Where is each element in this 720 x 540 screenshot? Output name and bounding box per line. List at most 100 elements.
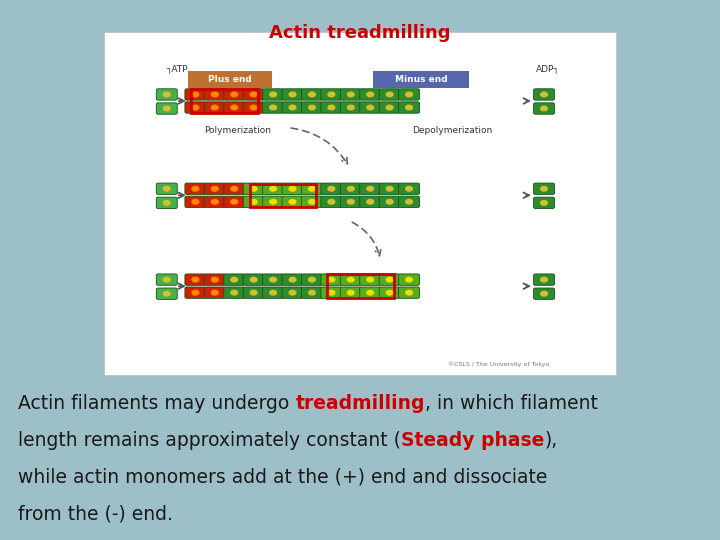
FancyBboxPatch shape [185,102,206,113]
FancyBboxPatch shape [360,183,381,194]
Circle shape [270,105,276,110]
Text: Actin treadmilling: Actin treadmilling [269,24,451,42]
Circle shape [541,106,547,111]
FancyBboxPatch shape [341,183,361,194]
FancyBboxPatch shape [243,183,264,194]
FancyBboxPatch shape [534,288,554,299]
FancyBboxPatch shape [379,196,400,207]
Circle shape [231,199,238,204]
Circle shape [289,278,296,282]
Circle shape [541,292,547,296]
Circle shape [251,186,257,191]
Circle shape [309,199,315,204]
Circle shape [270,291,276,295]
FancyBboxPatch shape [321,287,342,299]
FancyBboxPatch shape [185,274,206,285]
Circle shape [212,92,218,97]
Text: treadmilling: treadmilling [295,394,425,413]
FancyBboxPatch shape [282,287,303,299]
FancyBboxPatch shape [341,102,361,113]
Circle shape [163,278,170,282]
Circle shape [309,278,315,282]
Text: Depolymerization: Depolymerization [412,126,492,134]
FancyBboxPatch shape [156,197,177,208]
FancyBboxPatch shape [399,102,420,113]
Circle shape [541,278,547,282]
Circle shape [328,291,335,295]
Circle shape [212,278,218,282]
FancyBboxPatch shape [185,89,206,100]
Circle shape [328,92,335,97]
Circle shape [212,199,218,204]
Circle shape [163,106,170,111]
Circle shape [270,278,276,282]
Text: Plus end: Plus end [208,75,251,84]
Circle shape [367,199,374,204]
Circle shape [541,186,547,191]
Circle shape [231,105,238,110]
FancyBboxPatch shape [321,196,342,207]
FancyBboxPatch shape [379,287,400,299]
Circle shape [405,278,413,282]
Circle shape [270,92,276,97]
Circle shape [348,186,354,191]
Circle shape [163,92,170,97]
Circle shape [289,199,296,204]
FancyBboxPatch shape [282,102,303,113]
FancyBboxPatch shape [302,102,323,113]
Circle shape [231,186,238,191]
Circle shape [270,186,276,191]
FancyBboxPatch shape [360,274,381,285]
FancyBboxPatch shape [379,102,400,113]
Circle shape [348,199,354,204]
Circle shape [328,278,335,282]
Circle shape [192,278,199,282]
Bar [328,274,394,298]
Circle shape [386,278,393,282]
Circle shape [270,199,276,204]
Circle shape [192,291,199,295]
Circle shape [328,199,335,204]
FancyBboxPatch shape [399,196,420,207]
FancyBboxPatch shape [204,183,225,194]
FancyBboxPatch shape [341,89,361,100]
FancyBboxPatch shape [534,103,554,114]
Circle shape [386,199,393,204]
Circle shape [348,92,354,97]
Circle shape [289,105,296,110]
Circle shape [212,186,218,191]
FancyBboxPatch shape [243,287,264,299]
Circle shape [386,291,393,295]
FancyBboxPatch shape [302,274,323,285]
Circle shape [405,105,413,110]
FancyBboxPatch shape [534,274,554,285]
FancyBboxPatch shape [341,274,361,285]
FancyBboxPatch shape [156,89,177,100]
FancyBboxPatch shape [399,89,420,100]
FancyBboxPatch shape [263,89,284,100]
FancyBboxPatch shape [156,274,177,285]
Circle shape [367,278,374,282]
Circle shape [386,105,393,110]
FancyBboxPatch shape [282,196,303,207]
FancyBboxPatch shape [188,71,271,88]
FancyBboxPatch shape [302,287,323,299]
Circle shape [367,92,374,97]
FancyBboxPatch shape [224,102,245,113]
Text: ADP┐: ADP┐ [536,64,560,73]
Circle shape [251,278,257,282]
FancyBboxPatch shape [204,89,225,100]
FancyBboxPatch shape [224,287,245,299]
Circle shape [405,199,413,204]
FancyBboxPatch shape [534,89,554,100]
FancyBboxPatch shape [263,183,284,194]
FancyBboxPatch shape [185,183,206,194]
FancyBboxPatch shape [224,274,245,285]
Text: ┐ATP: ┐ATP [166,64,187,73]
Circle shape [367,291,374,295]
Circle shape [405,92,413,97]
FancyBboxPatch shape [224,89,245,100]
FancyBboxPatch shape [224,183,245,194]
Circle shape [386,186,393,191]
Bar [104,32,616,375]
